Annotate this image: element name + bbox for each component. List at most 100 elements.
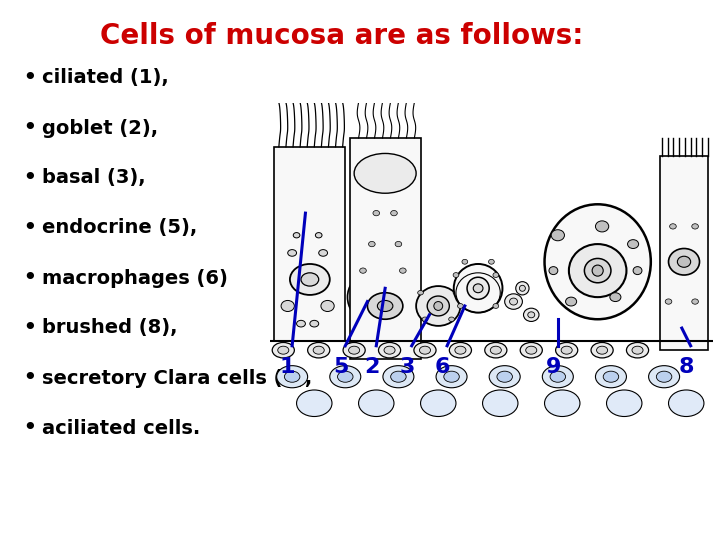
Ellipse shape: [561, 346, 572, 354]
Ellipse shape: [505, 294, 523, 309]
Ellipse shape: [566, 297, 577, 306]
Ellipse shape: [493, 303, 499, 308]
Ellipse shape: [628, 240, 639, 248]
Ellipse shape: [556, 342, 577, 358]
Text: ciliated (1),: ciliated (1),: [42, 69, 168, 87]
Ellipse shape: [367, 293, 403, 319]
Ellipse shape: [281, 300, 294, 312]
Ellipse shape: [373, 211, 379, 216]
Ellipse shape: [692, 299, 698, 304]
Ellipse shape: [542, 366, 573, 388]
Text: basal (3),: basal (3),: [42, 168, 145, 187]
Ellipse shape: [490, 346, 501, 354]
Ellipse shape: [453, 291, 459, 295]
Ellipse shape: [449, 317, 454, 321]
Ellipse shape: [418, 291, 423, 295]
FancyBboxPatch shape: [660, 156, 708, 350]
Text: 3: 3: [400, 357, 415, 377]
FancyBboxPatch shape: [274, 147, 346, 341]
Text: endocrine (5),: endocrine (5),: [42, 219, 197, 238]
Ellipse shape: [516, 282, 529, 295]
Ellipse shape: [416, 286, 460, 326]
Ellipse shape: [457, 303, 463, 308]
Ellipse shape: [360, 268, 366, 273]
Ellipse shape: [449, 342, 472, 358]
Ellipse shape: [377, 300, 393, 312]
Ellipse shape: [400, 268, 406, 273]
Ellipse shape: [290, 264, 330, 295]
Ellipse shape: [552, 230, 564, 241]
Ellipse shape: [395, 241, 402, 247]
Ellipse shape: [313, 346, 324, 354]
Ellipse shape: [665, 299, 672, 304]
Ellipse shape: [307, 342, 330, 358]
Ellipse shape: [678, 256, 690, 267]
Ellipse shape: [356, 308, 361, 313]
Ellipse shape: [359, 390, 394, 416]
Ellipse shape: [284, 371, 300, 382]
Ellipse shape: [278, 346, 289, 354]
Ellipse shape: [301, 273, 319, 286]
Text: •: •: [22, 316, 37, 340]
Ellipse shape: [668, 248, 700, 275]
Ellipse shape: [354, 153, 416, 193]
Ellipse shape: [585, 259, 611, 283]
Ellipse shape: [343, 342, 365, 358]
Ellipse shape: [591, 342, 613, 358]
Ellipse shape: [549, 267, 558, 274]
Ellipse shape: [454, 264, 503, 313]
Ellipse shape: [649, 366, 680, 388]
Ellipse shape: [453, 273, 459, 278]
Ellipse shape: [420, 390, 456, 416]
Text: Cells of mucosa are as follows:: Cells of mucosa are as follows:: [100, 22, 583, 50]
Ellipse shape: [315, 233, 322, 238]
Ellipse shape: [427, 296, 449, 316]
Ellipse shape: [338, 371, 353, 382]
Ellipse shape: [550, 371, 566, 382]
Text: 8: 8: [678, 357, 694, 377]
Ellipse shape: [523, 308, 539, 321]
Ellipse shape: [384, 346, 395, 354]
Text: •: •: [22, 266, 37, 290]
Ellipse shape: [369, 282, 374, 286]
Ellipse shape: [383, 366, 414, 388]
Ellipse shape: [348, 277, 379, 317]
Ellipse shape: [603, 371, 618, 382]
Ellipse shape: [434, 301, 443, 310]
Ellipse shape: [597, 346, 608, 354]
Ellipse shape: [632, 346, 643, 354]
Ellipse shape: [493, 273, 499, 278]
Ellipse shape: [526, 346, 537, 354]
Ellipse shape: [489, 259, 494, 264]
Text: •: •: [22, 166, 37, 190]
Ellipse shape: [455, 346, 466, 354]
Ellipse shape: [519, 285, 526, 291]
Text: 9: 9: [546, 357, 561, 377]
Text: macrophages (6): macrophages (6): [42, 268, 228, 287]
Ellipse shape: [485, 342, 507, 358]
Text: 2: 2: [364, 357, 379, 377]
Ellipse shape: [633, 267, 642, 274]
Ellipse shape: [276, 366, 307, 388]
Ellipse shape: [473, 284, 483, 293]
Text: secretory Clara cells (9),: secretory Clara cells (9),: [42, 368, 312, 388]
Text: goblet (2),: goblet (2),: [42, 118, 158, 138]
Ellipse shape: [297, 320, 305, 327]
Ellipse shape: [528, 312, 535, 318]
Ellipse shape: [462, 259, 468, 264]
Ellipse shape: [379, 342, 400, 358]
Ellipse shape: [626, 342, 649, 358]
Ellipse shape: [420, 346, 431, 354]
Ellipse shape: [544, 204, 651, 319]
Ellipse shape: [489, 366, 520, 388]
Ellipse shape: [422, 317, 428, 321]
Ellipse shape: [657, 371, 672, 382]
Ellipse shape: [595, 221, 608, 232]
Ellipse shape: [391, 211, 397, 216]
Ellipse shape: [569, 244, 626, 297]
Ellipse shape: [595, 366, 626, 388]
Ellipse shape: [293, 233, 300, 238]
Ellipse shape: [391, 371, 406, 382]
Ellipse shape: [330, 366, 361, 388]
Ellipse shape: [436, 366, 467, 388]
